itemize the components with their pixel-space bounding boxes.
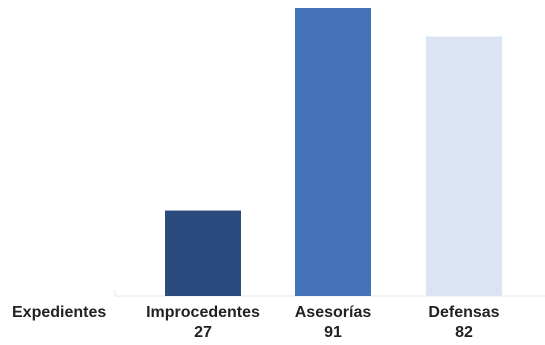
bars-group [165,8,502,296]
value-label: 91 [324,324,342,341]
bar-2 [295,8,371,296]
row-header-label: Expedientes [12,304,106,321]
value-label: 27 [194,324,212,341]
category-label: Defensas [428,304,499,321]
bar-1 [165,210,241,296]
category-label: Asesorías [295,304,372,321]
category-label: Improcedentes [146,304,260,321]
value-label: 82 [455,324,473,341]
bar-3 [426,36,502,296]
labels-group: Improcedentes 27 Asesorías 91 Defensas 82 [146,304,500,341]
